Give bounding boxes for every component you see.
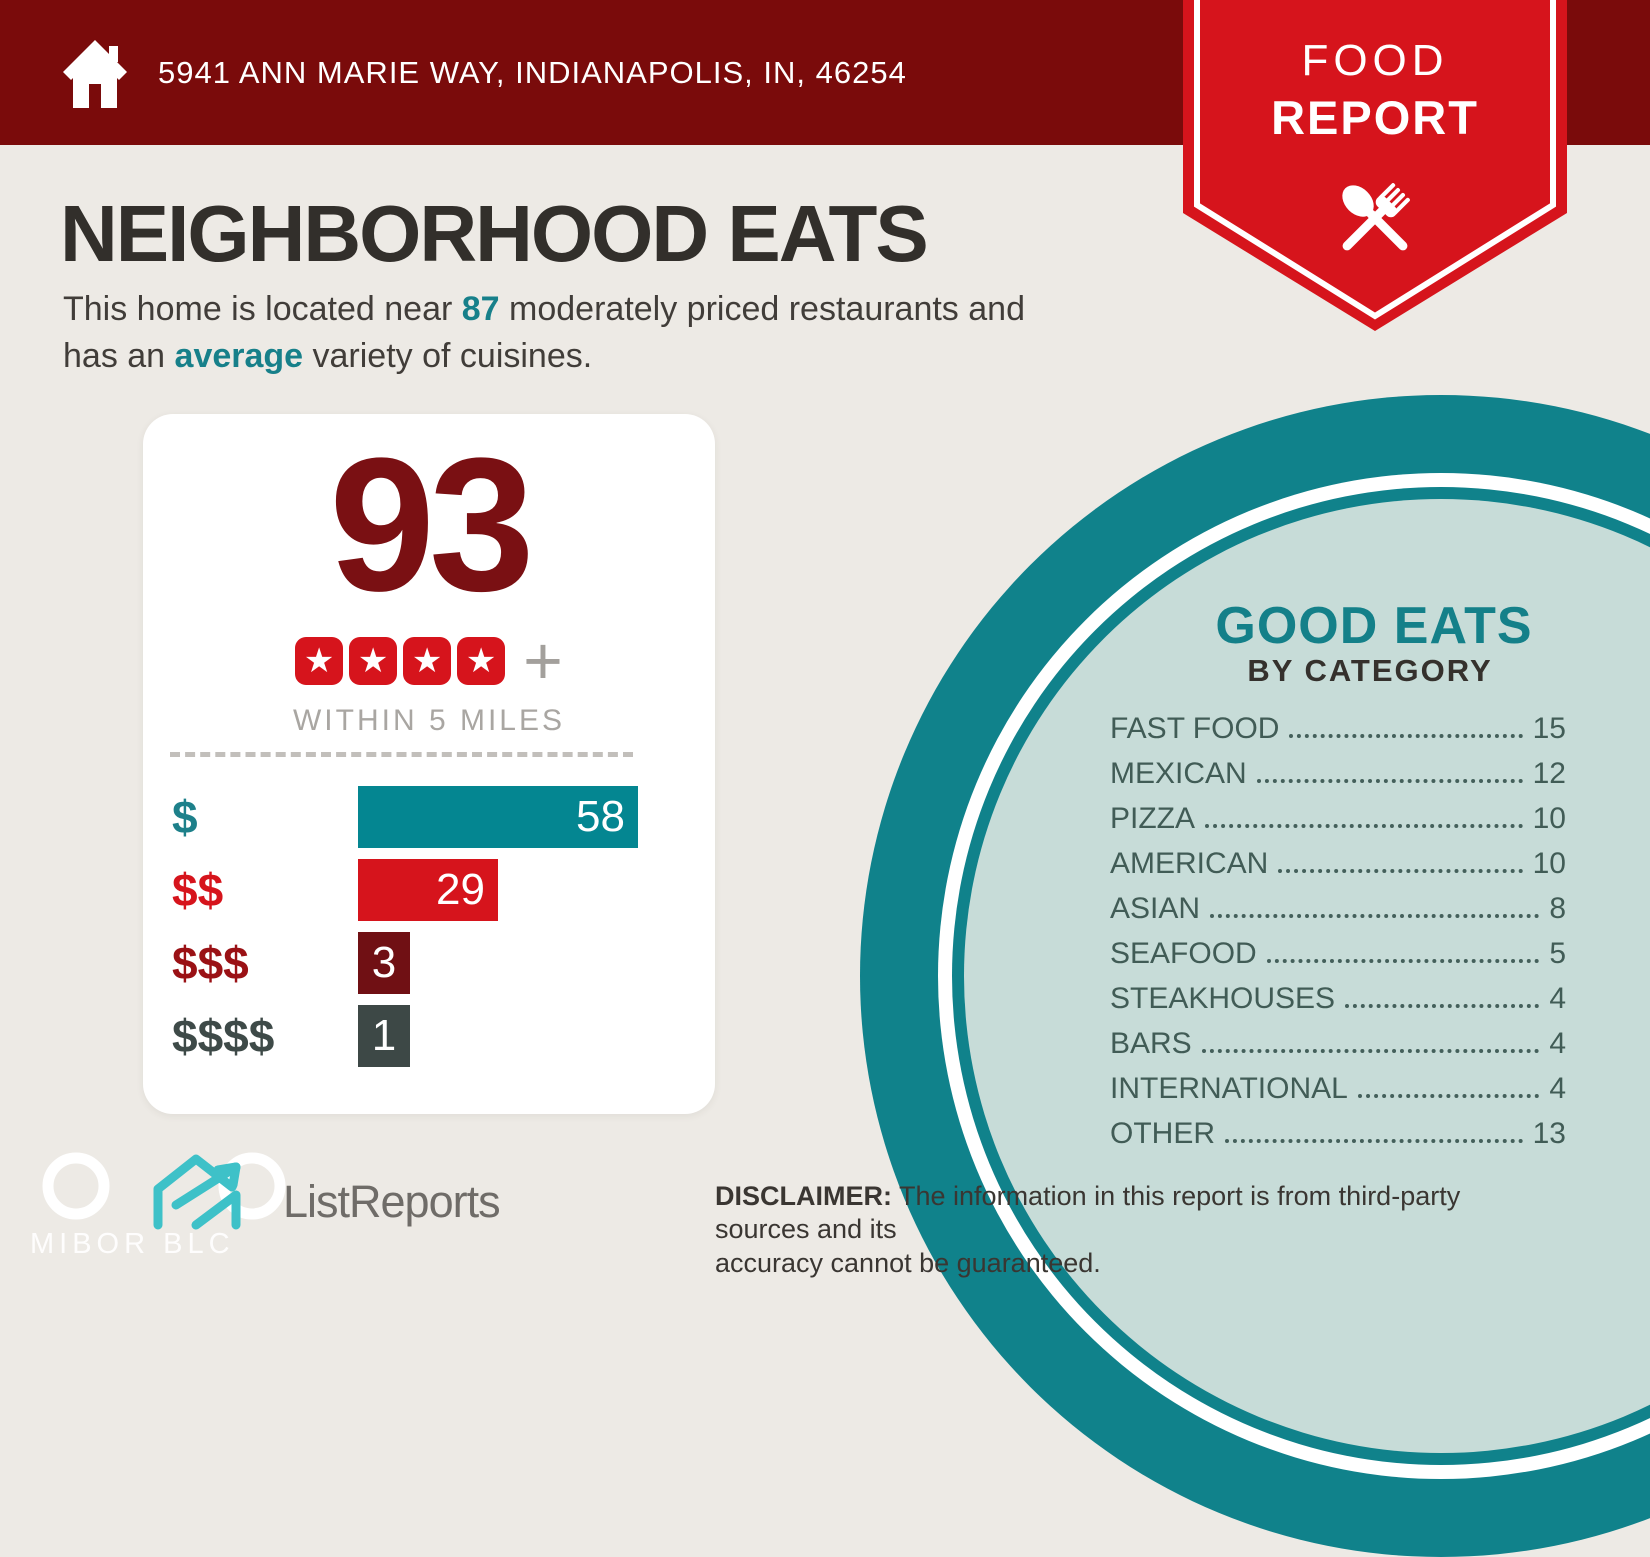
category-value: 10 <box>1532 847 1566 880</box>
category-value: 4 <box>1549 982 1566 1015</box>
dotted-leader <box>1256 779 1523 783</box>
food-report-ribbon: FOOD REPORT <box>1183 0 1567 340</box>
crossed-spoon-fork-icon <box>1342 183 1410 251</box>
ribbon-title-line2: REPORT <box>1271 91 1479 144</box>
disclaimer-line2: accuracy cannot be guaranteed. <box>715 1247 1101 1278</box>
category-label: AMERICAN <box>1110 847 1269 880</box>
listreports-logo-text: ListReports <box>283 1176 501 1227</box>
price-tier-value: 1 <box>371 1011 397 1060</box>
variety-highlight: average <box>174 336 304 375</box>
category-label: BARS <box>1110 1027 1192 1060</box>
dotted-leader <box>1205 824 1523 828</box>
property-address: 5941 ANN MARIE WAY, INDIANAPOLIS, IN, 46… <box>158 54 907 90</box>
restaurant-score: 93 <box>329 419 534 631</box>
category-row: MEXICAN 12 <box>1110 759 1566 789</box>
category-label: PIZZA <box>1110 802 1196 835</box>
price-bar-row: $$$ 3 <box>143 932 715 994</box>
ribbon-shape <box>1183 0 1567 331</box>
category-row: PIZZA 10 <box>1110 804 1566 834</box>
price-tier-label: $$$ <box>172 937 249 989</box>
dotted-leader <box>1345 1004 1540 1008</box>
good-eats-subtitle: BY CATEGORY <box>1247 653 1493 688</box>
category-label: STEAKHOUSES <box>1110 982 1336 1015</box>
category-list: FAST FOOD 15 MEXICAN 12 PIZZA 10 AMERICAN 10 ASI… <box>1110 714 1566 1164</box>
category-label: ASIAN <box>1110 892 1201 925</box>
dotted-leader <box>1289 734 1523 738</box>
price-bar-chart: $58 $$ 29 $$$ 3 $$$$ 1 <box>143 786 715 1078</box>
category-value: 4 <box>1549 1072 1566 1105</box>
category-row: ASIAN 8 <box>1110 894 1566 924</box>
category-row: SEAFOOD 5 <box>1110 939 1566 969</box>
disclaimer: DISCLAIMER: The information in this repo… <box>715 1180 1555 1280</box>
category-value: 5 <box>1549 937 1566 970</box>
category-row: INTERNATIONAL 4 <box>1110 1074 1566 1104</box>
subtitle-text: moderately priced restaurants and <box>499 290 1025 328</box>
category-label: SEAFOOD <box>1110 937 1257 970</box>
category-row: AMERICAN 10 <box>1110 849 1566 879</box>
category-value: 13 <box>1532 1117 1566 1150</box>
star-rating: ★ ★ ★ ★ + <box>143 623 715 699</box>
price-tier-value: 58 <box>576 792 625 841</box>
subtitle-text: variety of cuisines. <box>303 336 593 375</box>
price-bar-row: $58 <box>143 786 715 848</box>
ribbon-title-line1: FOOD <box>1301 36 1449 85</box>
price-tier-label: $$$$ <box>172 1010 275 1062</box>
dotted-leader <box>1210 914 1540 918</box>
category-label: MEXICAN <box>1110 757 1247 790</box>
category-value: 10 <box>1532 802 1566 835</box>
star-icon: ★ <box>457 637 506 686</box>
restaurant-count: 87 <box>461 290 500 328</box>
category-value: 8 <box>1549 892 1566 925</box>
home-icon <box>63 40 127 108</box>
category-label: OTHER <box>1110 1117 1215 1150</box>
price-tier-bar: 29 <box>358 859 498 921</box>
category-row: STEAKHOUSES 4 <box>1110 984 1566 1014</box>
disclaimer-line1: The information in this report is from t… <box>715 1181 1461 1245</box>
price-tier-bar: 3 <box>358 932 410 994</box>
disclaimer-label: DISCLAIMER: <box>715 1181 892 1211</box>
category-row: BARS 4 <box>1110 1029 1566 1059</box>
dotted-leader <box>1225 1139 1523 1143</box>
category-row: OTHER 13 <box>1110 1119 1566 1149</box>
category-value: 12 <box>1532 757 1566 790</box>
page-subtitle: This home is located near 87 moderately … <box>63 286 1133 380</box>
price-tier-label: $$ <box>172 864 224 916</box>
price-tier-bar: 58 <box>358 786 638 848</box>
category-label: INTERNATIONAL <box>1110 1072 1348 1105</box>
subtitle-text: has an <box>63 336 175 375</box>
price-tier-label: $ <box>172 791 198 843</box>
score-caption: WITHIN 5 MILES <box>292 704 566 738</box>
dotted-leader <box>1201 1049 1540 1053</box>
dotted-leader <box>1266 959 1540 963</box>
dotted-leader <box>1278 869 1523 873</box>
category-row: FAST FOOD 15 <box>1110 714 1566 744</box>
category-value: 15 <box>1532 712 1566 745</box>
category-label: FAST FOOD <box>1110 712 1280 745</box>
star-icon: ★ <box>403 637 452 686</box>
price-bar-row: $$ 29 <box>143 859 715 921</box>
star-icon: ★ <box>349 637 398 686</box>
dotted-leader <box>1357 1094 1540 1098</box>
price-bar-row: $$$$ 1 <box>143 1005 715 1067</box>
watermark-text: MIBOR BLC <box>30 1228 235 1260</box>
star-icon: ★ <box>295 637 344 686</box>
price-tier-value: 29 <box>436 865 485 914</box>
score-card: 93 ★ ★ ★ ★ + WITHIN 5 MILES $58 $$ 29 $$$ 3 $$$$ 1 <box>143 414 715 1114</box>
category-value: 4 <box>1549 1027 1566 1060</box>
page-title: NEIGHBORHOOD EATS <box>60 189 929 278</box>
plus-icon: + <box>523 623 563 699</box>
dashed-divider <box>170 752 633 757</box>
house-logo-icon <box>153 1154 241 1230</box>
price-tier-bar: 1 <box>358 1005 410 1067</box>
good-eats-title: GOOD EATS <box>1215 597 1533 655</box>
price-tier-value: 3 <box>371 938 397 987</box>
subtitle-text: This home is located near <box>63 290 462 328</box>
